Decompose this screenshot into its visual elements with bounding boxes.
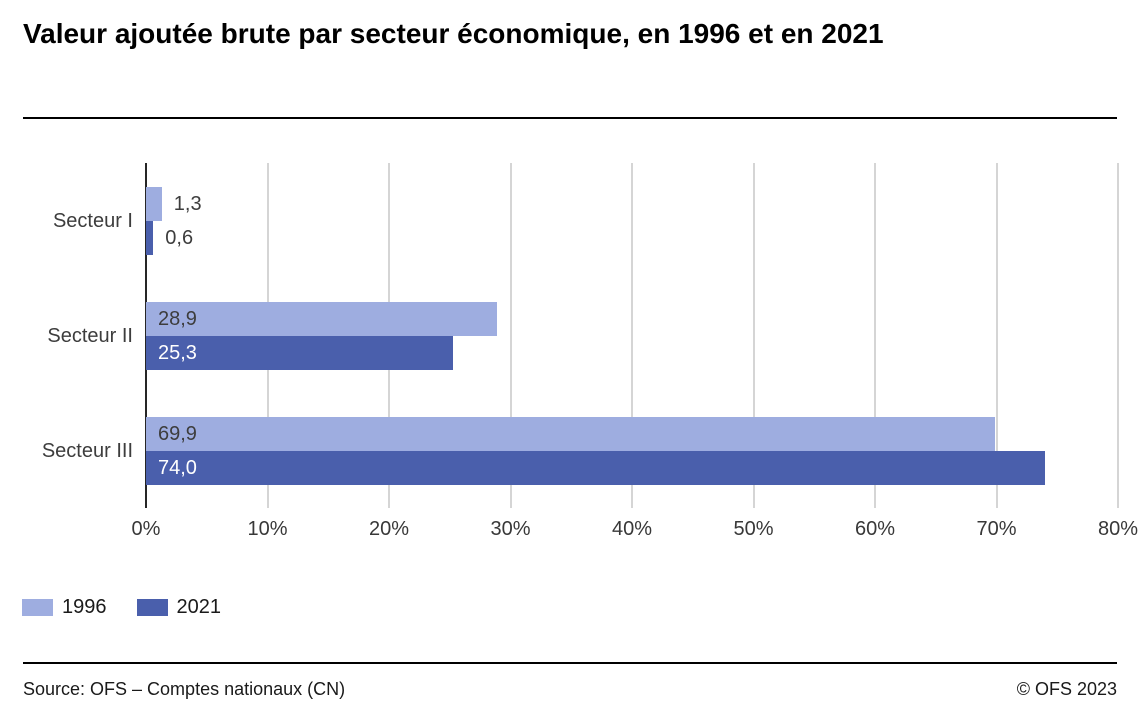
- legend-label: 1996: [62, 596, 107, 618]
- chart-legend: 1996 2021: [22, 596, 221, 619]
- footer-divider: [23, 662, 1117, 664]
- gridline: [1117, 163, 1119, 508]
- legend-item-1996: 1996: [22, 596, 107, 619]
- category-label: Secteur I: [52, 209, 133, 232]
- x-tick-label: 40%: [611, 518, 653, 540]
- bar-value-label: 0,6: [165, 226, 194, 249]
- chart-title: Valeur ajoutée brute par secteur économi…: [23, 18, 884, 49]
- footer: Source: OFS – Comptes nationaux (CN) © O…: [23, 679, 1117, 700]
- x-tick-label: 0%: [131, 518, 161, 540]
- gridline: [995, 163, 998, 508]
- gridline: [752, 163, 755, 508]
- gridline: [509, 163, 512, 508]
- legend-swatch-1996: [22, 599, 53, 616]
- bar-1996: [146, 416, 996, 451]
- source-text: Source: OFS – Comptes nationaux (CN): [23, 679, 346, 699]
- x-tick-label: 10%: [247, 518, 288, 540]
- title-divider: [23, 117, 1117, 119]
- x-tick-label: 70%: [976, 518, 1017, 540]
- bar-value-label: 69,9: [158, 422, 197, 445]
- gridline: [874, 163, 876, 508]
- gridline: [631, 163, 633, 508]
- bar-1996: [146, 301, 498, 336]
- x-tick-label: 30%: [490, 518, 531, 540]
- x-tick-label: 20%: [368, 518, 410, 540]
- legend-label: 2021: [176, 596, 222, 618]
- bar-2021: [146, 450, 1046, 485]
- bar-2021: [146, 220, 154, 255]
- x-tick-label: 50%: [733, 518, 774, 540]
- legend-swatch-2021: [136, 599, 168, 616]
- category-label: Secteur III: [41, 439, 133, 462]
- copyright-text: © OFS 2023: [1016, 679, 1117, 699]
- category-label: Secteur II: [47, 324, 133, 347]
- bar-value-label: 25,3: [158, 341, 197, 364]
- bar-2021: [146, 335, 454, 370]
- bar-value-label: 1,3: [173, 192, 202, 215]
- x-tick-label: 80%: [1097, 518, 1139, 540]
- legend-item-2021: 2021: [136, 596, 222, 619]
- bar-value-label: 74,0: [158, 456, 197, 479]
- bar-value-label: 28,9: [158, 307, 197, 330]
- bar-1996: [146, 186, 162, 221]
- x-tick-label: 60%: [854, 518, 896, 540]
